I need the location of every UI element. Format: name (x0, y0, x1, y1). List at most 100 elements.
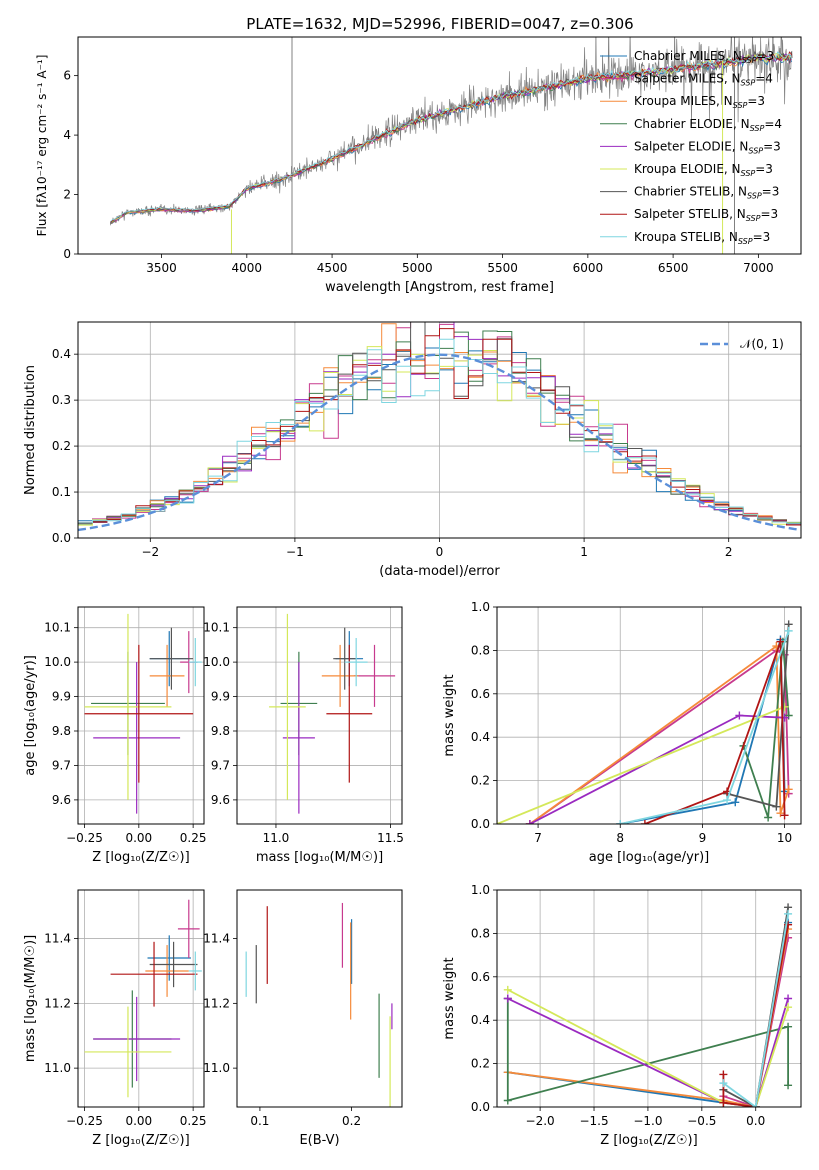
chart-residuals: −2 −1 0 1 2 0.0 0.1 0.2 0.3 0.4 (data-model)/error… (23, 321, 802, 579)
y-tick-label: 0.2 (471, 774, 490, 788)
y-tick-label: 0.4 (471, 730, 490, 744)
y-tick-label: 10.0 (203, 655, 230, 669)
errorbar-kroupa_elodie (84, 1006, 172, 1098)
legend-sub: SSP (741, 79, 756, 88)
x-tick-label: −1.5 (579, 1114, 608, 1128)
errorbar-salpeter_stelib (326, 644, 373, 783)
x-tick-label: 8 (616, 831, 624, 845)
legend-sub: SSP (741, 169, 756, 178)
figure-title: PLATE=1632, MJD=52996, FIBERID=0047, z=0… (246, 15, 633, 33)
x-axis-label: Z [log₁₀(Z/Z☉)] (92, 1133, 189, 1148)
legend-label: Chabrier STELIB, N (634, 185, 747, 199)
weight-marker (503, 985, 512, 994)
errorbar-kroupa_elodie (269, 613, 306, 800)
weight-marker (735, 711, 744, 720)
weight-marker (784, 1081, 793, 1090)
weight-marker (640, 820, 649, 824)
y-tick-label: 11.4 (44, 932, 71, 946)
x-tick-label: 0.00 (125, 1114, 152, 1128)
weight-marker (784, 711, 793, 720)
errorbar-salpeter_elodie (93, 996, 181, 1082)
errorbar-kroupa_miles (145, 945, 189, 997)
legend-suffix: =3 (755, 162, 773, 176)
x-axis-label: E(B-V) (299, 1133, 339, 1148)
y-tick-label: 10.0 (44, 655, 71, 669)
legend-label: Kroupa MILES, N (634, 94, 733, 108)
y-axis-label: mass weight (442, 957, 457, 1039)
x-tick-label: 11.0 (263, 831, 290, 845)
errorbar-kroupa_miles (149, 644, 185, 707)
weight-marker (723, 796, 732, 805)
legend-entry: 𝒩(0, 1) (740, 337, 784, 351)
y-tick-label: 0.3 (52, 393, 71, 407)
axes-frame (77, 321, 802, 539)
x-tick-label: 7000 (743, 261, 774, 275)
x-axis-label: Z [log₁₀(Z/Z☉)] (92, 850, 189, 865)
x-tick-label: 10 (777, 831, 792, 845)
legend-entry: Salpeter ELODIE, NSSP=3 (634, 139, 781, 155)
y-axis-label: mass weight (442, 674, 457, 756)
y-tick-label: 1.0 (471, 600, 490, 614)
x-axis-label: age [log₁₀(age/yr)] (589, 850, 710, 865)
axes-frame (236, 889, 403, 1108)
y-tick-label: 11.2 (44, 996, 71, 1010)
weight-marker (503, 994, 512, 1003)
legend-label: Chabrier ELODIE, N (634, 117, 750, 131)
errorbar-salpeter_elodie (282, 662, 315, 814)
y-tick-label: 0.6 (471, 687, 490, 701)
plot-area (269, 613, 396, 814)
x-tick-label: 4500 (317, 261, 348, 275)
plot-area (503, 903, 793, 1107)
axes-frame (496, 889, 802, 1108)
histogram-kroupa_stelib (78, 338, 801, 524)
legend-entry: Kroupa ELODIE, NSSP=3 (634, 162, 773, 178)
y-axis-label: Flux [fλ10⁻¹⁷ erg cm⁻² s⁻¹ A⁻¹] (35, 55, 49, 237)
weight-marker (784, 994, 793, 1003)
errorbar-kroupa_miles (321, 644, 359, 707)
x-tick-label: 11.5 (377, 831, 404, 845)
x-axis-label: (data-model)/error (379, 564, 500, 579)
chart-age_vs_mass: 11.0 11.5 9.6 9.7 9.8 9.9 10.0 10.1 mass [log₁₀(… (203, 606, 404, 865)
legend-entry: Chabrier MILES, NSSP=3 (634, 49, 774, 65)
chart-mass_vs_ebv: 0.1 0.2 11.0 11.2 11.4 E(B-V) (203, 889, 403, 1148)
weight-marker (719, 1070, 728, 1079)
y-tick-label: 9.9 (52, 690, 71, 704)
errorbar-salpeter_stelib (84, 644, 194, 783)
x-axis-label: Z [log₁₀(Z/Z☉)] (600, 1133, 697, 1148)
legend-entry: Salpeter MILES, NSSP=4 (634, 72, 773, 88)
y-tick-label: 0.1 (52, 485, 71, 499)
y-tick-label: 0.8 (471, 643, 490, 657)
y-axis-label: Normed distribution (23, 365, 38, 495)
y-tick-label: 0.2 (471, 1057, 490, 1071)
y-tick-label: 10.1 (203, 621, 230, 635)
weight-line-kroupa_elodie (497, 705, 785, 824)
x-tick-label: 0.25 (180, 831, 207, 845)
model-spectrum-kroupa_stelib (110, 51, 793, 222)
x-tick-label: 0.0 (746, 1114, 765, 1128)
plot-area (245, 902, 393, 1107)
y-tick-label: 0 (63, 247, 71, 261)
x-tick-label: 0 (436, 545, 444, 559)
legend-label: Salpeter STELIB, N (634, 207, 746, 221)
weight-marker (719, 1098, 728, 1107)
x-tick-label: −0.25 (66, 1114, 103, 1128)
errorbar-kroupa_elodie (84, 613, 172, 800)
weight-marker (776, 637, 785, 646)
legend-entry: Chabrier STELIB, NSSP=3 (634, 185, 779, 201)
legend-sub: SSP (742, 56, 757, 65)
legend-sub: SSP (738, 237, 753, 246)
legend-suffix: =3 (763, 139, 781, 153)
legend-suffix: =4 (755, 72, 773, 86)
legend-sub: SSP (748, 146, 763, 155)
x-tick-label: −2.0 (526, 1114, 555, 1128)
legend-suffix: =3 (760, 207, 778, 221)
legend-suffix: =3 (762, 185, 780, 199)
errorbar-kroupa_stelib (188, 638, 202, 687)
x-tick-label: 0.25 (180, 1114, 207, 1128)
plot-area (497, 620, 793, 824)
errorbar-salpeter_miles (177, 899, 200, 959)
legend-entry: Kroupa STELIB, NSSP=3 (634, 230, 770, 246)
chart-age_vs_Z: −0.25 0.00 0.25 9.6 9.7 9.8 9.9 10.0 10.1 Z [log₁… (23, 606, 207, 865)
normal-curve (78, 353, 801, 532)
y-tick-label: 10.1 (44, 621, 71, 635)
